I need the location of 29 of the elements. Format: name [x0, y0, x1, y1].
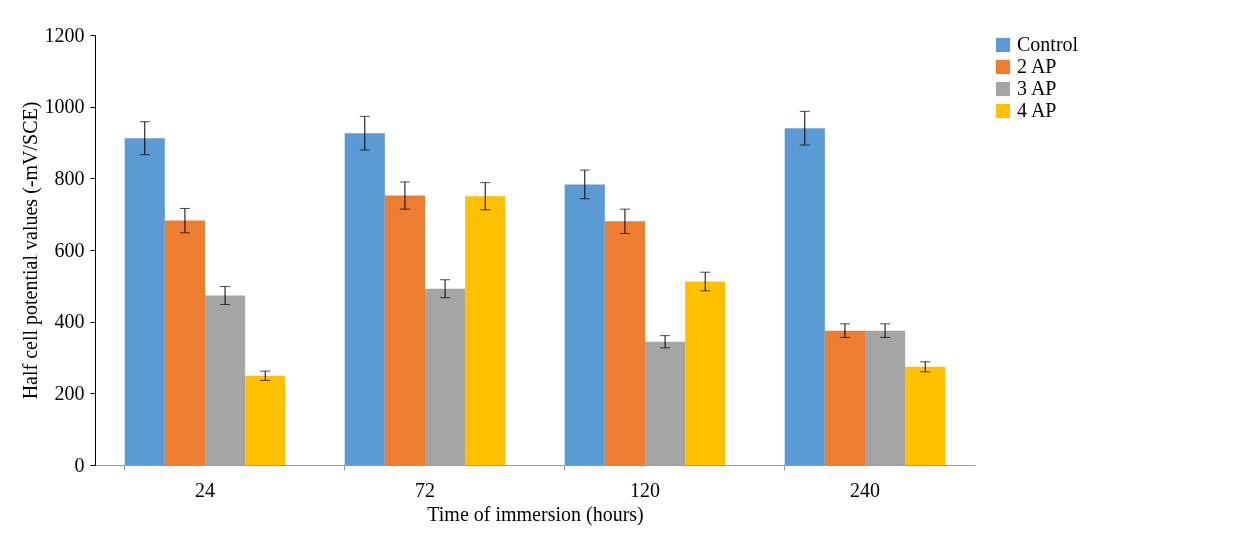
bar [604, 221, 645, 465]
legend-label: Control [1017, 33, 1079, 55]
bar [384, 195, 425, 465]
bar [905, 366, 946, 465]
legend-label: 4 AP [1017, 99, 1057, 121]
bar [784, 128, 825, 465]
bar [164, 220, 205, 465]
x-tick-label: 24 [195, 478, 215, 501]
bar [685, 281, 726, 465]
x-tick-label: 120 [630, 478, 660, 501]
bar [245, 375, 286, 465]
y-tick-label: 800 [54, 166, 85, 189]
bar [564, 184, 605, 465]
y-tick-label: 400 [54, 310, 85, 333]
bar [824, 330, 865, 465]
bar [465, 196, 506, 465]
y-axis-title: Half cell potential values (-mV/SCE) [18, 101, 42, 400]
legend-label: 3 AP [1017, 77, 1057, 99]
x-tick-label: 240 [850, 478, 880, 501]
bar [124, 138, 165, 465]
y-tick-label: 0 [74, 453, 85, 476]
y-tick-label: 600 [54, 238, 85, 261]
legend-label: 2 AP [1017, 55, 1057, 77]
bar [344, 133, 385, 465]
x-tick-label: 72 [415, 478, 435, 501]
y-tick-label: 1000 [44, 95, 85, 118]
x-axis-title: Time of immersion (hours) [427, 502, 644, 526]
y-tick-label: 1200 [44, 23, 85, 46]
y-tick-label: 200 [54, 381, 85, 404]
